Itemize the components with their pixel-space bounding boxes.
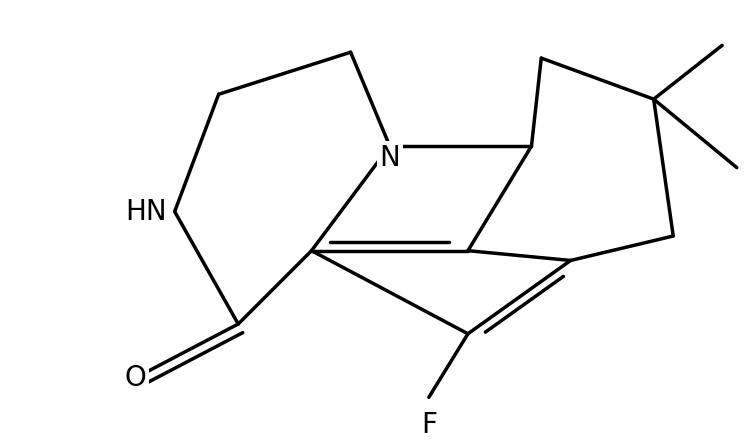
Text: N: N <box>380 144 400 172</box>
Text: O: O <box>125 364 147 392</box>
Text: F: F <box>421 411 437 439</box>
Text: HN: HN <box>125 198 167 226</box>
